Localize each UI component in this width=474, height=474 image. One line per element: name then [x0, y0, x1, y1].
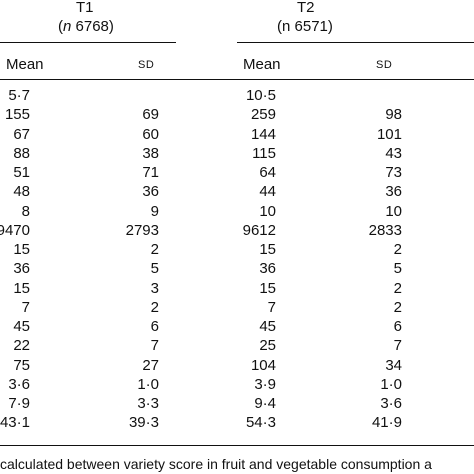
cell-t1-mean: 48 [13, 183, 30, 201]
cell-t2-mean: 64 [259, 164, 276, 181]
cell-t1-mean: 43·1 [0, 414, 30, 432]
group-n-t1: (n 6768) [58, 18, 114, 35]
group-n-value-t1: 6768 [75, 18, 109, 35]
cell-t1-mean: 7·9 [8, 395, 30, 412]
cell-t1-sd: 39·3 [128, 414, 159, 432]
cell-t1-sd: 71 [142, 164, 159, 181]
cell-t1-sd: 3·3 [137, 395, 159, 412]
cell-t2-mean: 15 [259, 241, 276, 258]
col-header-mean-t1: Mean [6, 56, 44, 73]
cell-t1-mean: 155 [4, 106, 30, 124]
cell-t1-mean: 3·6 [8, 375, 30, 393]
cell-t2-mean: 45 [259, 318, 276, 335]
cell-t2-sd: 10 [385, 202, 402, 220]
cell-t2-sd: 7 [393, 337, 402, 355]
cell-t2-sd: 73 [385, 164, 402, 181]
cell-t2-sd: 5 [393, 260, 402, 278]
cell-t2-mean: 9·4 [254, 395, 276, 412]
cell-t1-sd: 5 [150, 260, 159, 278]
cell-t1-sd: 1·0 [137, 375, 159, 393]
col-header-sd-t1: SD [138, 59, 155, 71]
cell-t1-mean: 5·7 [8, 87, 30, 104]
cell-t2-sd: 2 [393, 241, 402, 258]
cell-t2-mean: 115 [252, 144, 276, 162]
cell-t1-mean: 15 [13, 279, 30, 297]
cell-t2-sd: 3·6 [380, 395, 402, 412]
group-n-prefix-t1: n [63, 18, 72, 35]
cell-t2-mean: 144 [250, 125, 276, 143]
group-rule-t1 [0, 42, 176, 43]
table-bottom-rule [0, 445, 474, 446]
cell-t2-mean: 10 [259, 202, 276, 220]
cell-t2-sd: 2 [393, 279, 402, 297]
cell-t2-mean: 7 [267, 298, 276, 316]
cell-t1-mean: 67 [13, 125, 30, 143]
cell-t2-sd: 2 [393, 298, 402, 316]
group-n-t2: (n 6571) [277, 18, 333, 35]
cell-t2-sd: 101 [376, 125, 402, 143]
cell-t1-mean: 22 [13, 337, 30, 355]
cell-t1-sd: 27 [142, 356, 159, 374]
footnote: calculated between variety score in frui… [0, 456, 432, 472]
cell-t2-sd: 43 [385, 144, 402, 162]
group-title-t1: T1 [76, 0, 94, 16]
cell-t1-mean: 8 [21, 202, 30, 220]
cell-t2-sd: 34 [385, 356, 402, 374]
header-rule [0, 79, 474, 80]
cell-t2-mean: 15 [259, 279, 276, 297]
col-header-mean-t2: Mean [243, 56, 281, 73]
col-header-sd-t2: SD [376, 59, 393, 71]
cell-t2-sd: 1·0 [380, 375, 402, 393]
cell-t1-mean: 36 [13, 260, 30, 278]
cell-t2-mean: 25 [259, 337, 276, 355]
group-n-value-t2: 6571 [294, 18, 328, 35]
cell-t1-sd: 9 [150, 202, 159, 220]
cell-t2-mean: 9612 [242, 221, 276, 239]
cell-t2-mean: 36 [259, 260, 276, 278]
cell-t1-sd: 7 [150, 337, 159, 355]
cell-t1-sd: 2 [150, 298, 159, 316]
cell-t2-mean: 259 [250, 106, 276, 124]
cell-t1-sd: 38 [142, 144, 159, 162]
cell-t1-sd: 36 [142, 183, 159, 201]
cell-t2-mean: 10·5 [245, 87, 276, 104]
cell-t1-sd: 69 [142, 106, 159, 124]
cell-t1-sd: 60 [142, 125, 159, 143]
cell-t2-mean: 54·3 [245, 414, 276, 432]
cell-t2-mean: 44 [259, 183, 276, 201]
cell-t1-sd: 2793 [125, 221, 159, 239]
cell-t1-mean: 15 [13, 241, 30, 258]
cell-t2-sd: 36 [385, 183, 402, 201]
cell-t2-sd: 98 [385, 106, 402, 124]
cell-t1-mean: 9470 [0, 221, 30, 239]
cell-t2-sd: 41·9 [371, 414, 402, 432]
cell-t1-sd: 2 [150, 241, 159, 258]
cell-t1-sd: 3 [150, 279, 159, 297]
group-rule-t2 [237, 42, 474, 43]
cell-t1-mean: 88 [13, 144, 30, 162]
cell-t1-mean: 51 [13, 164, 30, 181]
cell-t2-sd: 6 [393, 318, 402, 335]
cell-t2-mean: 104 [250, 356, 276, 374]
cell-t1-mean: 7 [21, 298, 30, 316]
cell-t1-mean: 45 [13, 318, 30, 335]
cell-t2-mean: 3·9 [254, 375, 276, 393]
cell-t1-sd: 6 [150, 318, 159, 335]
group-n-prefix-t2: n [282, 18, 291, 35]
cell-t1-mean: 75 [13, 356, 30, 374]
cell-t2-sd: 2833 [368, 221, 402, 239]
group-title-t2: T2 [297, 0, 315, 16]
